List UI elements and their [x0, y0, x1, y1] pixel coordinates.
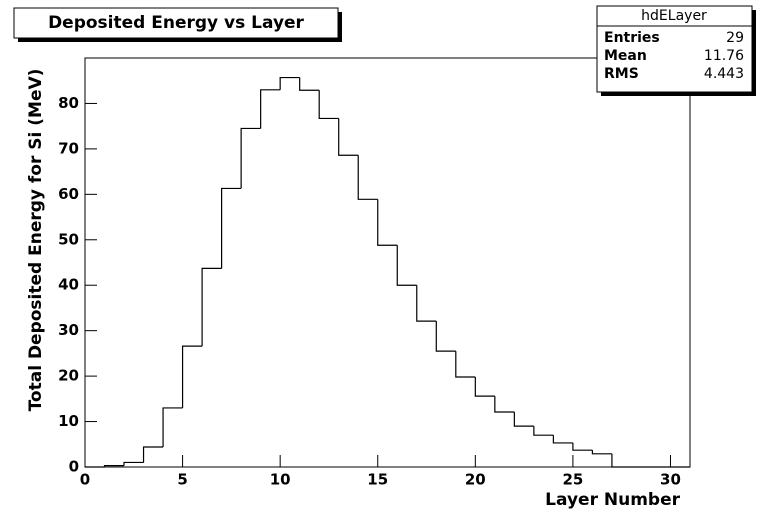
histogram-bin: [279, 76, 300, 90]
stats-label: Mean: [604, 48, 647, 64]
histogram-bin: [435, 321, 456, 352]
y-axis-label: Total Deposited Energy for Si (MeV): [26, 69, 46, 412]
stats-box: hdELayer: [596, 5, 756, 96]
histogram-bin: [572, 442, 593, 451]
title-box: [13, 7, 339, 39]
stats-label: RMS: [604, 66, 639, 82]
stats-label: Entries: [604, 30, 660, 46]
histogram-bin: [162, 407, 183, 448]
x-tick-label: 5: [177, 471, 187, 489]
histogram-bin: [318, 90, 339, 120]
stats-value: 11.76: [704, 48, 744, 64]
histogram-bin: [103, 465, 125, 467]
histogram-bin: [338, 118, 359, 156]
histogram-bin: [123, 461, 144, 466]
y-tick-label: 60: [58, 185, 79, 203]
histogram-bin: [533, 426, 554, 436]
x-tick-label: 10: [270, 471, 291, 489]
stats-value: 4.443: [704, 66, 744, 82]
histogram-bin: [513, 412, 534, 427]
x-tick-label: 0: [80, 471, 90, 489]
histogram-bin: [396, 245, 417, 286]
y-tick-label: 50: [58, 230, 79, 248]
plot-frame: [84, 57, 691, 468]
stats-title: hdELayer: [641, 8, 707, 24]
histogram-bin: [377, 199, 398, 246]
histogram-bin: [357, 155, 378, 200]
histogram-bin: [221, 187, 242, 269]
histogram-bin: [299, 77, 320, 91]
x-tick-label: 30: [660, 471, 681, 489]
histogram-bin: [591, 450, 612, 455]
x-tick-label: 20: [465, 471, 486, 489]
stats-frame: [596, 5, 753, 93]
x-tick-label: 25: [562, 471, 583, 489]
x-axis-label: Layer Number: [545, 490, 680, 510]
histogram-bin: [611, 453, 632, 468]
y-tick-label: 30: [58, 321, 79, 339]
histogram-bin: [181, 345, 203, 408]
x-tick-label: 15: [367, 471, 388, 489]
stats-value: 29: [726, 30, 744, 46]
chart-title: Deposited Energy vs Layer: [48, 13, 304, 33]
histogram-bin: [474, 377, 495, 397]
y-tick-label: 80: [58, 94, 79, 112]
y-tick-label: 0: [69, 458, 79, 476]
y-tick-label: 40: [58, 276, 79, 294]
histogram-bin: [552, 435, 573, 444]
histogram-bin: [494, 396, 515, 413]
histogram-bin: [142, 446, 164, 463]
histogram-bin: [260, 89, 281, 129]
histogram-bin: [240, 127, 261, 189]
histogram-bin: [201, 267, 222, 347]
y-tick-label: 20: [58, 367, 79, 385]
y-tick-label: 10: [58, 412, 79, 430]
histogram-bin: [416, 285, 437, 322]
histogram-bin: [455, 351, 476, 378]
y-tick-label: 70: [58, 139, 79, 157]
